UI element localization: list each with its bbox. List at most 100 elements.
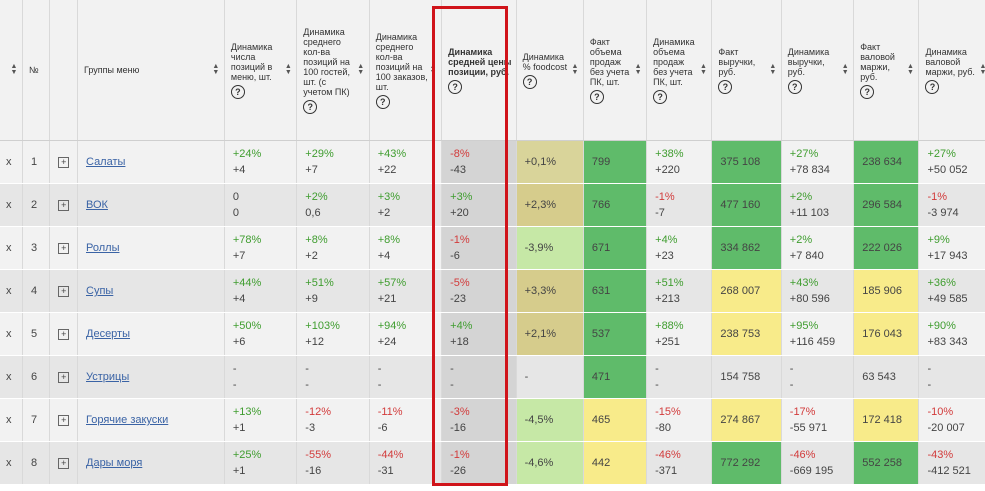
group-link[interactable]: Дары моря: [86, 457, 143, 469]
header-fact-volume-col[interactable]: Факт объема продаж без учета ПК, шт.? ▲ ▼: [583, 0, 648, 141]
abs-value: +83 343: [927, 336, 968, 348]
abs-value: -: [789, 379, 794, 391]
header-fact-margin-col[interactable]: Факт валовой маржи, руб.? ▲ ▼: [853, 0, 920, 141]
help-icon[interactable]: ?: [787, 79, 802, 94]
expand-icon[interactable]: +: [58, 458, 70, 469]
sort-icon[interactable]: ▲ ▼: [10, 63, 18, 76]
sort-icon[interactable]: ▲ ▼: [571, 63, 579, 76]
expand-icon[interactable]: +: [58, 200, 70, 211]
percent-value: +2%: [789, 234, 813, 246]
help-icon[interactable]: ?: [448, 79, 463, 94]
sort-icon[interactable]: ▲ ▼: [357, 63, 365, 76]
revenue-value: 772 292: [720, 457, 761, 469]
sort-icon[interactable]: ▲ ▼: [979, 63, 985, 76]
header-dyn-margin-col[interactable]: Динамика валовой маржи, руб.? ▲ ▼: [918, 0, 985, 141]
remove-button[interactable]: x: [0, 226, 23, 270]
dyn-margin-cell: +90% +83 343: [918, 312, 985, 356]
dyn-volume-cell: +4% +23: [646, 226, 713, 270]
header-dyn-revenue-col[interactable]: Динамика выручки, руб.? ▲ ▼: [781, 0, 855, 141]
header-dyn-per-orders-col[interactable]: Динамика среднего кол-ва позиций на 100 …: [369, 0, 443, 141]
volume-value: 537: [591, 328, 611, 340]
header-dyn-foodcost-col[interactable]: Динамика % foodcost? ▲ ▼: [516, 0, 584, 141]
table-body: x 1 + Салаты +24% +4 +29% +7 +43% +22 -8% -43 +0,1% 7…: [0, 140, 985, 485]
dyn-revenue-cell: -17% -55 971: [781, 398, 855, 442]
group-link[interactable]: ВОК: [86, 199, 108, 211]
abs-value: 0,6: [305, 207, 321, 219]
foodcost-value: -: [524, 371, 529, 383]
abs-value: +213: [655, 293, 680, 305]
sort-icon[interactable]: ▲ ▼: [699, 63, 707, 76]
dyn-per-orders-cell: +8% +4: [369, 226, 443, 270]
abs-value: -80: [655, 422, 672, 434]
remove-button[interactable]: x: [0, 183, 23, 227]
help-icon[interactable]: ?: [375, 94, 390, 109]
expand-icon[interactable]: +: [58, 157, 70, 168]
help-icon[interactable]: ?: [230, 84, 245, 99]
group-link[interactable]: Супы: [86, 285, 114, 297]
expand-icon[interactable]: +: [58, 243, 70, 254]
help-icon[interactable]: ?: [522, 74, 537, 89]
expand-icon[interactable]: +: [58, 415, 70, 426]
help-icon[interactable]: ?: [718, 79, 733, 94]
help-icon[interactable]: ?: [589, 89, 604, 104]
sort-icon[interactable]: ▲ ▼: [429, 63, 437, 76]
dyn-per-guests-cell: +29% +7: [296, 140, 370, 184]
percent-value: +88%: [655, 320, 684, 332]
group-link[interactable]: Устрицы: [86, 371, 130, 383]
sort-icon[interactable]: ▲ ▼: [841, 63, 849, 76]
remove-button[interactable]: x: [0, 398, 23, 442]
sort-icon[interactable]: ▲ ▼: [284, 63, 292, 76]
fact-margin-cell: 296 584: [853, 183, 920, 227]
remove-button[interactable]: x: [0, 441, 23, 485]
group-name-cell: ВОК: [77, 183, 225, 227]
header-dyn-volume-col[interactable]: Динамика объема продаж без учета ПК, шт.…: [646, 0, 713, 141]
expand-icon[interactable]: +: [58, 372, 70, 383]
remove-button[interactable]: x: [0, 140, 23, 184]
abs-value: +116 459: [789, 336, 836, 348]
percent-value: +27%: [789, 148, 819, 160]
header-label: Группы меню: [84, 65, 140, 75]
abs-value: -: [450, 379, 454, 391]
expand-icon[interactable]: +: [58, 329, 70, 340]
group-link[interactable]: Десерты: [86, 328, 131, 340]
percent-value: -17%: [789, 406, 816, 418]
header-label: Динамика среднего кол-ва позиций на 100 …: [375, 31, 428, 92]
abs-value: -16: [450, 422, 467, 434]
remove-button[interactable]: x: [0, 355, 23, 399]
dyn-volume-cell: -46% -371: [646, 441, 713, 485]
sort-icon[interactable]: ▲ ▼: [907, 63, 914, 76]
dyn-volume-cell: -1% -7: [646, 183, 713, 227]
header-label: Динамика выручки, руб.: [787, 46, 830, 77]
group-link[interactable]: Салаты: [86, 156, 126, 168]
abs-value: +2: [305, 250, 318, 262]
margin-value: 176 043: [862, 328, 902, 340]
abs-value: +1: [232, 465, 246, 477]
row-number: 5: [22, 312, 51, 356]
percent-value: -: [927, 363, 932, 375]
header-fact-revenue-col[interactable]: Факт выручки, руб.? ▲ ▼: [711, 0, 782, 141]
revenue-value: 375 108: [720, 156, 761, 168]
header-sort-col[interactable]: ▲ ▼: [0, 0, 23, 141]
percent-value: +43%: [377, 148, 407, 160]
remove-button[interactable]: x: [0, 269, 23, 313]
group-name-cell: Горячие закуски: [77, 398, 225, 442]
header-dyn-items-col[interactable]: Динамика числа позиций в меню, шт.? ▲ ▼: [224, 0, 298, 141]
sort-icon[interactable]: ▲ ▼: [769, 63, 777, 76]
group-link[interactable]: Роллы: [86, 242, 120, 254]
help-icon[interactable]: ?: [925, 79, 940, 94]
header-dyn-per-guests-col[interactable]: Динамика среднего кол-ва позиций на 100 …: [296, 0, 370, 141]
remove-button[interactable]: x: [0, 312, 23, 356]
group-link[interactable]: Горячие закуски: [86, 414, 169, 426]
percent-value: +78%: [232, 234, 262, 246]
help-icon[interactable]: ?: [860, 84, 875, 99]
sort-icon[interactable]: ▲ ▼: [212, 63, 220, 76]
help-icon[interactable]: ?: [653, 89, 668, 104]
header-group-col[interactable]: Группы меню ▲ ▼: [77, 0, 225, 141]
help-icon[interactable]: ?: [303, 99, 318, 114]
foodcost-cell: +2,3%: [516, 183, 584, 227]
fact-margin-cell: 63 543: [853, 355, 920, 399]
expand-icon[interactable]: +: [58, 286, 70, 297]
sort-icon[interactable]: ▲ ▼: [634, 63, 642, 76]
